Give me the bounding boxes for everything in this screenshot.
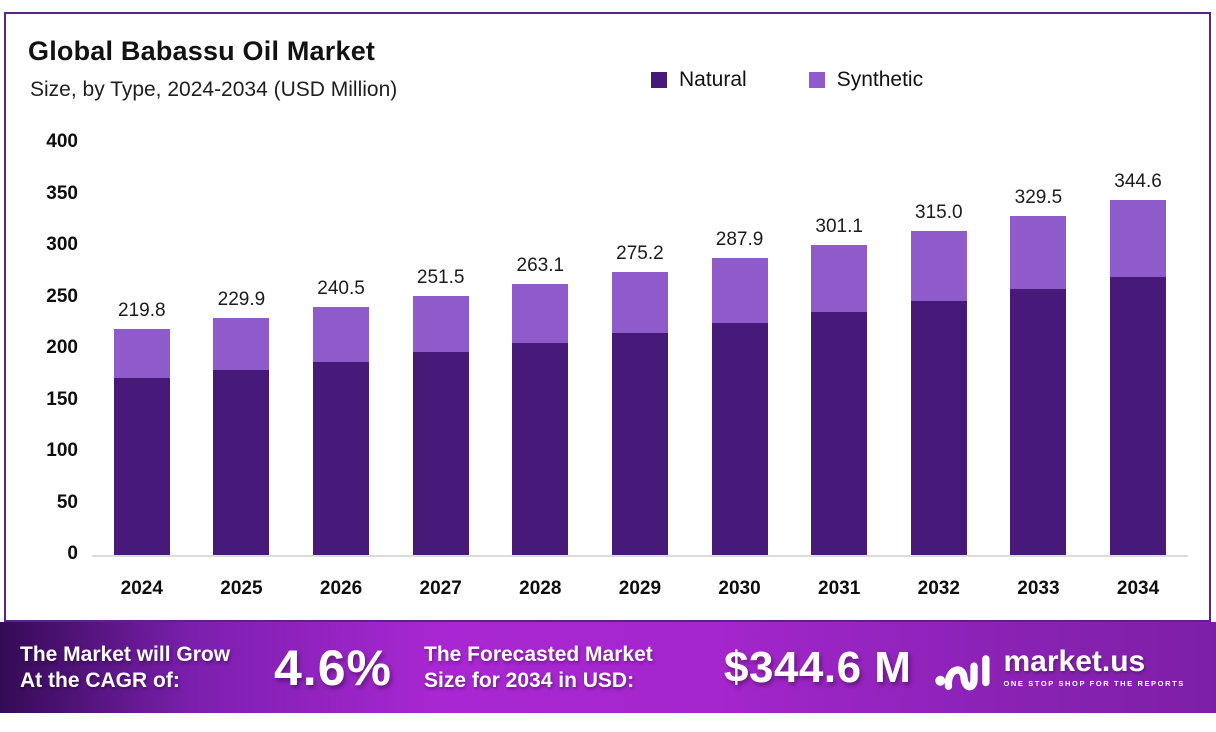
bar-column-2030: 287.9	[690, 145, 789, 555]
bar-segment-natural	[1110, 277, 1167, 555]
forecast-label: The Forecasted Market Size for 2034 in U…	[424, 642, 724, 694]
bar-segment-natural	[910, 301, 967, 555]
x-tick-label: 2024	[120, 578, 163, 599]
bar-segment-natural	[412, 352, 469, 555]
marketus-logo-icon	[935, 654, 990, 690]
bar-segment-natural	[512, 343, 569, 555]
bar-column-2033: 329.5	[989, 145, 1088, 555]
x-tick-label: 2028	[519, 578, 562, 599]
x-tick-label: 2026	[319, 578, 363, 599]
bar-segment-synthetic	[113, 328, 170, 379]
bar-total-label: 301.1	[815, 215, 863, 237]
bar-total-label: 251.5	[416, 266, 465, 288]
x-tick-label: 2033	[1017, 578, 1060, 599]
brand-name: market.us	[1003, 645, 1146, 678]
bar-total-label: 263.1	[516, 255, 565, 277]
cagr-label-line2: At the CAGR of:	[20, 668, 180, 692]
bar-segment-synthetic	[412, 295, 469, 353]
bar-column-2026: 240.5	[292, 145, 391, 555]
bar-segment-natural	[113, 378, 170, 555]
bar-segment-natural	[711, 323, 768, 555]
x-axis: 2024 2025 2026 2027 2028 2029 2030 2031 2032 2033…	[92, 578, 1188, 600]
bar-total-label: 287.9	[715, 229, 764, 251]
forecast-label-line1: The Forecasted Market	[424, 642, 653, 666]
bar-total-label: 240.5	[317, 278, 365, 300]
bar-total-label: 315.0	[915, 201, 963, 223]
legend-label: Natural	[679, 68, 747, 91]
bar-column-2031: 301.1	[790, 145, 889, 555]
y-tick-label: 300	[46, 234, 78, 255]
bar-total-label: 219.8	[118, 299, 166, 321]
x-tick-label: 2025	[220, 578, 263, 599]
bar-total-label: 229.9	[217, 289, 266, 311]
bar-column-2028: 263.1	[491, 145, 590, 555]
legend-item-natural: Natural	[651, 68, 747, 92]
page-subtitle: Size, by Type, 2024-2034 (USD Million)	[30, 78, 398, 101]
y-tick-label: 100	[46, 440, 78, 461]
bar-segment-synthetic	[711, 258, 768, 324]
x-tick-label: 2031	[818, 578, 861, 599]
bar-total-label: 344.6	[1114, 171, 1162, 193]
bar-total-label: 329.5	[1014, 186, 1063, 208]
bar-column-2024: 219.8	[92, 145, 191, 555]
bar-segment-natural	[313, 361, 370, 555]
x-tick-label: 2030	[718, 578, 761, 599]
cagr-label: The Market will Grow At the CAGR of:	[20, 642, 272, 694]
bar-segment-natural	[611, 333, 668, 555]
forecast-value: $344.6 M	[724, 642, 912, 692]
bar-segment-synthetic	[213, 318, 270, 371]
bar-segment-natural	[213, 370, 270, 555]
chart-card: Global Babassu Oil Market Size, by Type,…	[4, 12, 1211, 622]
brand-text: market.us ONE STOP SHOP FOR THE REPORTS	[1003, 645, 1185, 689]
brand-logo: market.us ONE STOP SHOP FOR THE REPORTS	[933, 641, 1184, 695]
bar-segment-synthetic	[910, 230, 967, 302]
y-axis: 0 50 100 150 200 250 300 350 400	[22, 14, 78, 624]
cagr-label-line1: The Market will Grow	[20, 642, 231, 666]
bar-column-2034: 344.6	[1089, 145, 1188, 555]
brand-tagline: ONE STOP SHOP FOR THE REPORTS	[1003, 679, 1185, 688]
y-tick-label: 200	[46, 337, 78, 358]
bar-segment-synthetic	[512, 284, 569, 344]
legend-label: Synthetic	[836, 68, 924, 91]
bar-segment-synthetic	[1110, 200, 1167, 278]
bar-column-2027: 251.5	[391, 145, 490, 555]
forecast-label-line2: Size for 2034 in USD:	[424, 668, 635, 692]
x-tick-label: 2027	[419, 578, 462, 599]
bar-segment-synthetic	[1010, 215, 1067, 290]
bar-segment-synthetic	[611, 271, 668, 334]
x-tick-label: 2029	[618, 578, 662, 599]
bar-segment-natural	[811, 312, 868, 555]
x-tick-label: 2034	[1116, 578, 1160, 599]
y-tick-label: 0	[67, 543, 78, 564]
page-title: Global Babassu Oil Market	[28, 36, 376, 66]
y-tick-label: 400	[46, 131, 78, 152]
bar-column-2025: 229.9	[192, 145, 291, 555]
natural-swatch-icon	[651, 72, 667, 88]
chart-legend: Natural Synthetic	[651, 68, 923, 92]
bar-total-label: 275.2	[616, 242, 664, 264]
legend-item-synthetic: Synthetic	[808, 68, 924, 92]
synthetic-swatch-icon	[808, 72, 825, 88]
bar-segment-synthetic	[313, 307, 370, 362]
bar-segment-natural	[1010, 289, 1067, 555]
bars-row: 219.8 229.9 240.5 251.5 263.1 275.2 287.9 301.1…	[92, 145, 1188, 557]
bottom-banner: The Market will Grow At the CAGR of: 4.6…	[0, 622, 1216, 713]
y-tick-label: 150	[46, 388, 78, 410]
y-tick-label: 250	[46, 285, 78, 307]
bar-column-2032: 315.0	[889, 145, 988, 555]
y-tick-label: 350	[46, 182, 78, 204]
cagr-value: 4.6%	[274, 639, 392, 696]
x-tick-label: 2032	[917, 578, 960, 599]
bar-column-2029: 275.2	[590, 145, 689, 555]
bar-segment-synthetic	[811, 244, 868, 313]
y-tick-label: 50	[56, 491, 78, 513]
